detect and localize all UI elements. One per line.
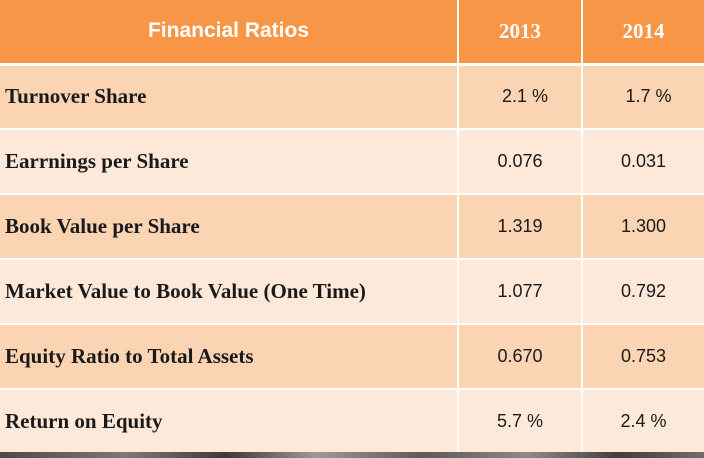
table-body: Turnover Share 2.1 % 1.7 % Earrnings per… [0, 64, 704, 455]
row-label: Turnover Share [0, 64, 459, 130]
cell-2014: 0.792 [582, 259, 704, 325]
cell-2014: 2.4 % [582, 389, 704, 455]
row-label: Return on Equity [0, 389, 459, 455]
table-row: Return on Equity 5.7 % 2.4 % [0, 389, 704, 455]
table-header: Financial Ratios 2013 2014 [0, 0, 704, 66]
header-financial-ratios: Financial Ratios [0, 0, 459, 66]
cell-2013: 1.077 [458, 259, 583, 325]
row-label: Book Value per Share [0, 194, 459, 260]
table-row: Book Value per Share 1.319 1.300 [0, 194, 704, 260]
cell-2013: 5.7 % [458, 389, 583, 455]
header-year-2014: 2014 [582, 0, 704, 66]
cell-2014: 1.300 [582, 194, 704, 260]
cell-2013: 0.076 [458, 129, 583, 195]
table-row: Earrnings per Share 0.076 0.031 [0, 129, 704, 195]
cell-2013: 2.1 % [458, 64, 583, 130]
cell-2014: 0.031 [582, 129, 704, 195]
cell-2013: 0.670 [458, 324, 583, 390]
table-row: Market Value to Book Value (One Time) 1.… [0, 259, 704, 325]
header-year-2013: 2013 [458, 0, 583, 66]
table-row: Turnover Share 2.1 % 1.7 % [0, 64, 704, 130]
cell-2014: 0.753 [582, 324, 704, 390]
row-label: Market Value to Book Value (One Time) [0, 259, 459, 325]
table-row: Equity Ratio to Total Assets 0.670 0.753 [0, 324, 704, 390]
row-label: Equity Ratio to Total Assets [0, 324, 459, 390]
bottom-image-strip [0, 452, 704, 458]
cell-2013: 1.319 [458, 194, 583, 260]
cell-2014: 1.7 % [582, 64, 704, 130]
row-label: Earrnings per Share [0, 129, 459, 195]
header-row: Financial Ratios 2013 2014 [0, 0, 704, 66]
